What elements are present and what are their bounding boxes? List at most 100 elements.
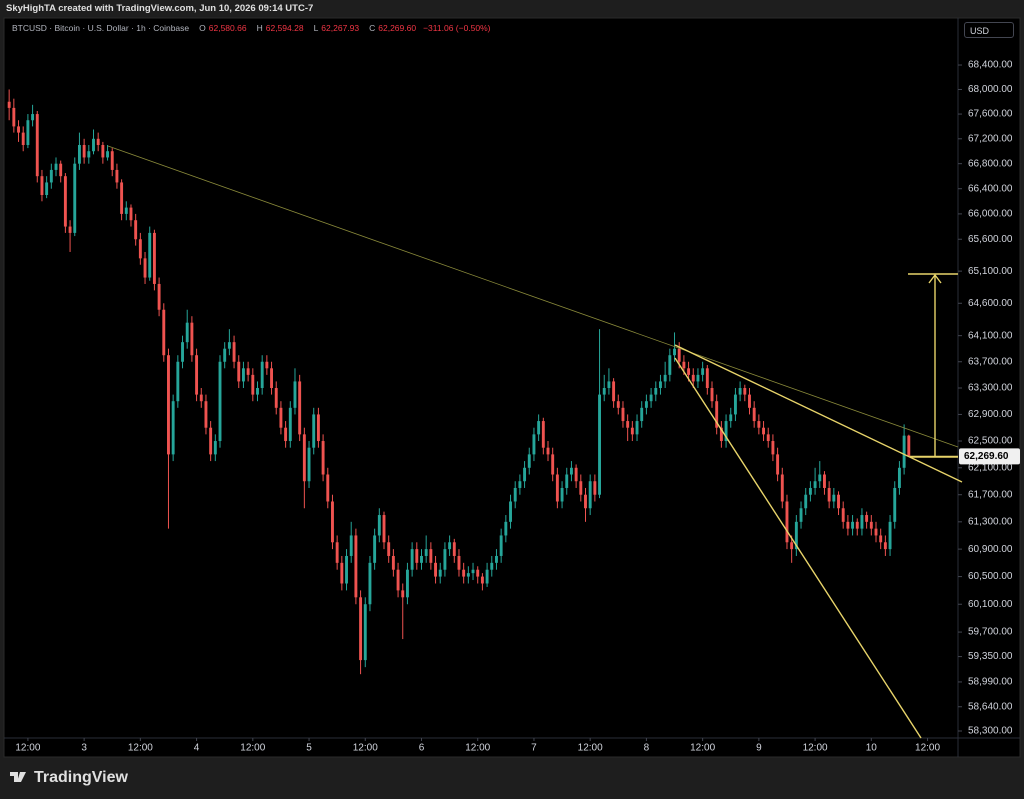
x-tick-label: 12:00	[353, 743, 378, 754]
candle-body	[171, 401, 175, 455]
y-tick-label: 68,400.00	[968, 60, 1013, 71]
candle-body	[54, 163, 58, 170]
candle-body	[256, 388, 259, 395]
candle-body	[7, 101, 11, 108]
y-tick-label: 64,100.00	[968, 330, 1013, 341]
candle-body	[124, 207, 128, 214]
candle-body	[729, 414, 733, 422]
candle-body	[762, 427, 765, 435]
candle-body	[274, 388, 278, 408]
candle-body	[129, 207, 133, 221]
currency-button[interactable]: USD	[964, 22, 1014, 38]
candle-body	[738, 388, 742, 395]
candle-body	[237, 361, 241, 382]
candle-body	[373, 535, 377, 563]
candle-body	[635, 421, 639, 435]
candle-body	[227, 342, 231, 349]
candle-body	[897, 467, 901, 488]
candle-body	[106, 151, 110, 158]
candle-body	[654, 388, 658, 395]
candle-body	[377, 515, 381, 536]
last-price-label: 62,269.60	[964, 451, 1009, 462]
candle-body	[49, 169, 53, 183]
candle-body	[513, 487, 517, 502]
candle-body	[345, 555, 348, 584]
candle-body	[518, 481, 522, 488]
candle-body	[682, 361, 686, 369]
candle-body	[808, 487, 812, 495]
candle-body	[101, 145, 105, 158]
x-tick-label: 12:00	[578, 743, 603, 754]
candle-body	[485, 569, 489, 584]
candle-body	[195, 355, 199, 395]
candle-body	[640, 407, 644, 422]
candle-body	[612, 381, 616, 402]
brand: TradingView	[34, 769, 128, 786]
candle-body	[748, 394, 751, 408]
candle-body	[860, 515, 864, 529]
candle-body	[199, 394, 203, 402]
candle-body	[823, 474, 826, 488]
candle-body	[218, 361, 222, 442]
legend-key: L	[313, 23, 319, 33]
candle-body	[874, 528, 878, 536]
candle-body	[752, 407, 756, 422]
candle-body	[907, 435, 911, 457]
candle-body	[902, 435, 906, 468]
candle-body	[312, 414, 316, 448]
legend-value: 62,269.60	[378, 23, 417, 33]
candle-body	[82, 145, 86, 158]
y-tick-label: 58,300.00	[968, 726, 1013, 737]
candle-body	[115, 169, 119, 183]
candle-body	[265, 361, 269, 369]
candle-body	[780, 474, 784, 502]
watermark: SkyHighTA created with TradingView.com, …	[6, 3, 314, 14]
candle-body	[120, 182, 124, 214]
candle-body	[176, 361, 180, 402]
candle-body	[68, 226, 72, 233]
legend: BTCUSD · Bitcoin · U.S. Dollar · 1h · Co…	[12, 23, 491, 33]
y-tick-label: 64,600.00	[968, 298, 1013, 309]
y-tick-label: 61,300.00	[968, 516, 1013, 527]
candle-body	[893, 487, 897, 522]
candle-body	[532, 434, 536, 455]
y-tick-label: 58,640.00	[968, 701, 1013, 712]
candle-body	[284, 427, 288, 442]
candle-body	[77, 145, 81, 164]
y-tick-label: 65,100.00	[968, 266, 1013, 277]
candle-body	[705, 368, 709, 389]
candle-body	[851, 521, 855, 529]
candle-body	[771, 441, 775, 455]
candle-body	[190, 322, 194, 356]
candle-body	[162, 309, 166, 356]
x-tick-label: 3	[81, 743, 87, 754]
y-tick-label: 58,990.00	[968, 677, 1013, 688]
legend-key: C	[369, 23, 376, 33]
candle-body	[883, 542, 887, 550]
y-tick-label: 60,100.00	[968, 599, 1013, 610]
plot	[7, 89, 911, 675]
candle-body	[260, 361, 264, 389]
candle-body	[396, 569, 400, 591]
candle-body	[546, 447, 550, 455]
candle-body	[621, 407, 625, 422]
candle-body	[354, 535, 358, 598]
candle-body	[462, 569, 466, 577]
candle-body	[476, 569, 480, 577]
candle-body	[270, 368, 274, 389]
wedge-upper-line	[674, 344, 963, 483]
candle-body	[555, 474, 559, 502]
x-tick-label: 12:00	[465, 743, 490, 754]
symbol-title: BTCUSD · Bitcoin · U.S. Dollar · 1h · Co…	[12, 23, 190, 33]
candle-body	[213, 441, 217, 455]
candle-body	[799, 508, 803, 522]
candle-body	[279, 407, 283, 428]
candle-body	[626, 421, 630, 428]
candle-body	[471, 569, 475, 574]
legend-change: −311.06 (−0.50%)	[423, 23, 491, 33]
candle-body	[363, 604, 367, 661]
candle-body	[766, 434, 770, 442]
y-tick-label: 66,800.00	[968, 158, 1013, 169]
candle-body	[35, 114, 39, 177]
candle-body	[391, 555, 395, 570]
